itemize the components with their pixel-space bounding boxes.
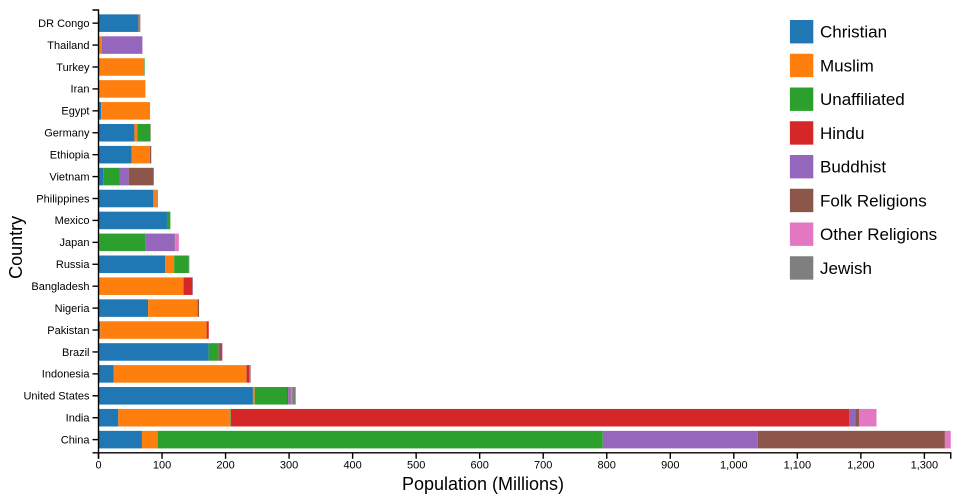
svg-text:Russia: Russia [56,259,91,271]
svg-text:Indonesia: Indonesia [42,369,91,381]
svg-text:Muslim: Muslim [820,56,874,75]
svg-text:500: 500 [407,460,425,472]
svg-text:100: 100 [153,460,171,472]
svg-text:1,200: 1,200 [847,460,875,472]
svg-text:Hindu: Hindu [820,124,864,143]
svg-text:Folk Religions: Folk Religions [820,191,927,210]
svg-text:United States: United States [23,391,90,403]
svg-text:300: 300 [280,460,298,472]
svg-text:400: 400 [343,460,361,472]
svg-text:Turkey: Turkey [56,62,90,74]
svg-text:1,300: 1,300 [911,460,939,472]
svg-text:Jewish: Jewish [820,259,872,278]
svg-text:1,100: 1,100 [784,460,812,472]
svg-text:Thailand: Thailand [47,40,89,52]
svg-text:China: China [61,434,91,446]
svg-text:Population (Millions): Population (Millions) [402,474,564,494]
svg-text:700: 700 [534,460,552,472]
svg-text:600: 600 [471,460,489,472]
svg-text:Germany: Germany [44,128,90,140]
svg-text:Christian: Christian [820,23,887,42]
svg-text:Brazil: Brazil [62,347,90,359]
svg-text:Vietnam: Vietnam [49,171,89,183]
svg-text:Iran: Iran [71,84,90,96]
svg-text:Nigeria: Nigeria [55,303,91,315]
svg-text:Pakistan: Pakistan [47,325,89,337]
svg-text:0: 0 [95,460,101,472]
svg-text:Mexico: Mexico [55,215,90,227]
svg-text:Egypt: Egypt [61,106,89,118]
svg-text:Ethiopia: Ethiopia [50,149,91,161]
svg-text:Other Religions: Other Religions [820,225,937,244]
svg-text:Country: Country [6,216,26,279]
svg-text:200: 200 [216,460,234,472]
svg-text:Japan: Japan [60,237,90,249]
svg-text:800: 800 [598,460,616,472]
svg-text:900: 900 [661,460,679,472]
svg-text:India: India [66,413,91,425]
svg-text:DR Congo: DR Congo [38,18,89,30]
svg-text:Unaffiliated: Unaffiliated [820,90,905,109]
svg-text:Buddhist: Buddhist [820,158,886,177]
svg-text:1,000: 1,000 [720,460,748,472]
svg-text:Philippines: Philippines [36,193,90,205]
svg-text:Bangladesh: Bangladesh [31,281,89,293]
